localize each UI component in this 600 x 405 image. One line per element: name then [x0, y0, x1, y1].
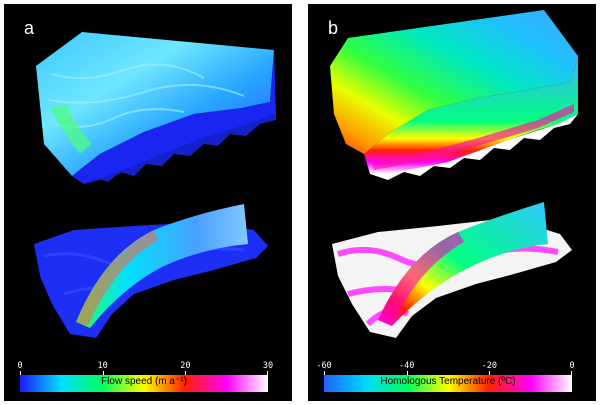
colorbar-gradient [20, 375, 268, 392]
colorbar-ticks: -60 -40 -20 0 [316, 361, 575, 375]
tick-mark [570, 371, 572, 375]
fast-flow-patch [50, 104, 92, 154]
tick-label: 30 [262, 361, 274, 371]
tick-label: 0 [17, 361, 23, 371]
tick-label: -40 [398, 361, 415, 371]
upper-block-front-face [364, 56, 578, 174]
colorbar-homologous-temperature: -60 -40 -20 0 Homologous Temperature (ºC… [316, 361, 575, 392]
panel-label: a [24, 18, 35, 38]
temperature-3d-render [330, 10, 578, 338]
tick-label: 10 [97, 361, 108, 371]
upper-block-front-face [72, 50, 276, 184]
panel-b-homologous-temperature: b -60 -40 -20 0 Homologous Temperature (… [308, 4, 596, 401]
colorbar-flow-speed: 0 10 20 30 Flow speed (m a⁻¹) [17, 361, 273, 392]
tick-mark [102, 371, 104, 375]
tick-mark [266, 371, 268, 375]
upper-block-base-edge [72, 114, 276, 184]
tick-mark [324, 371, 325, 375]
tick-mark [185, 371, 187, 375]
lower-front-wall [76, 204, 248, 328]
lower-front-wall [378, 202, 548, 326]
tick-label: -20 [481, 361, 498, 371]
tick-label: 0 [569, 361, 575, 371]
colorbar-title: Homologous Temperature (ºC) [380, 376, 516, 387]
lower-wall-hot-band [378, 232, 464, 326]
lower-wall-band [76, 230, 158, 326]
colorbar-gradient [324, 375, 572, 392]
colorbar-title: Flow speed (m a⁻¹) [101, 376, 187, 387]
tick-mark [20, 371, 21, 375]
tick-label: 20 [180, 361, 191, 371]
panel-a-flow-speed: a 0 10 20 30 Flow speed (m a⁻¹) [4, 4, 292, 401]
colorbar-ticks: 0 10 20 30 [17, 361, 273, 375]
tick-mark [489, 371, 491, 375]
flow-speed-3d-render [34, 32, 276, 338]
upper-block-top-surface [330, 10, 578, 154]
lower-bed-warm-patches [337, 245, 559, 327]
upper-block-top-surface [36, 32, 274, 176]
tick-mark [406, 371, 408, 375]
warm-band [372, 104, 574, 170]
panel-label: b [328, 18, 339, 38]
tick-label: -60 [316, 361, 332, 371]
